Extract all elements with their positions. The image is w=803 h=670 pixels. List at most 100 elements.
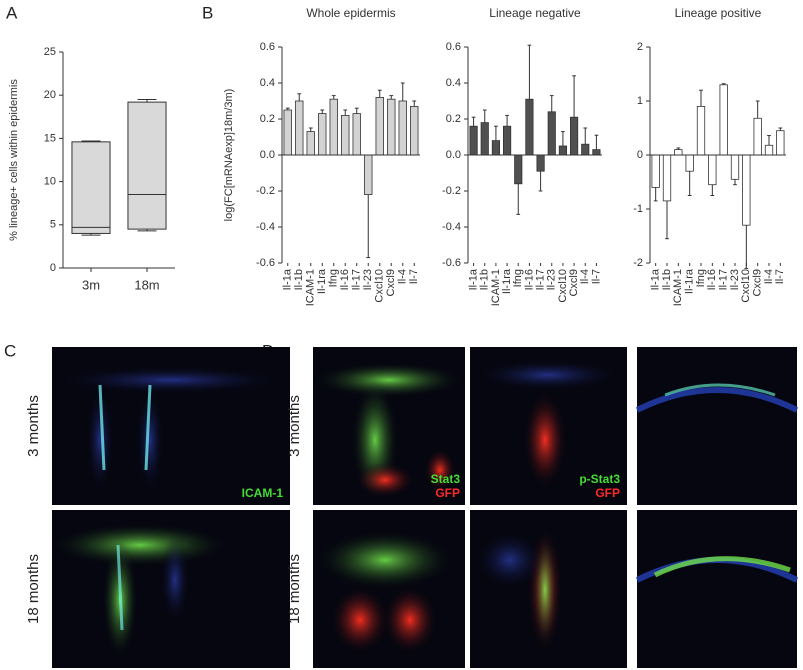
y-tick-label: 1 [637, 95, 643, 107]
bar [708, 154, 717, 186]
tissue [160, 535, 190, 625]
stain-label: Stat3 [431, 472, 461, 486]
bar [674, 149, 683, 156]
x-tick-label: Cxcl9 [385, 269, 397, 297]
bar [581, 143, 590, 156]
bar [295, 100, 304, 156]
y-tick-label: 0 [50, 262, 56, 274]
bar [592, 149, 601, 156]
tissue [315, 530, 455, 590]
y-tick-label: -0.6 [256, 257, 275, 269]
x-tick-label: Il-1b [661, 269, 673, 290]
x-tick-label: Il-17 [534, 269, 546, 290]
bar [547, 111, 556, 156]
x-tick-label: 3m [82, 277, 100, 292]
y-tick-label: 0.4 [260, 77, 275, 89]
x-tick-label: Il-16 [706, 269, 718, 290]
panel-label: A [6, 3, 18, 22]
chart-title: Whole epidermis [306, 6, 395, 20]
y-tick-label: -0.2 [256, 185, 275, 197]
x-tick-label: Il-7 [590, 269, 602, 284]
bar [662, 154, 672, 202]
x-tick-label: Il-4 [397, 269, 409, 284]
bar [558, 145, 568, 156]
y-tick-label: 0.6 [446, 41, 461, 53]
image [637, 510, 797, 668]
chart-title: Lineage positive [675, 6, 762, 20]
x-tick-label: Il-4 [763, 269, 775, 284]
x-tick-label: Il-17 [351, 269, 363, 290]
hair [98, 384, 106, 471]
stain-label: ICAM-1 [242, 486, 284, 500]
x-tick-label: ICAM-1 [672, 269, 684, 306]
stain-label: GFP [435, 486, 460, 500]
x-tick-label: Cxcl10 [740, 269, 752, 303]
x-tick-label: ICAM-1 [490, 269, 502, 306]
row-label: 18 months [286, 554, 303, 624]
y-tick-label: 0.2 [446, 113, 461, 125]
bar [719, 84, 728, 156]
row-label: 3 months [25, 395, 42, 457]
bar [776, 130, 785, 156]
bar [318, 113, 327, 156]
y-tick-label: -0.6 [442, 257, 461, 269]
y-tick-label: 25 [44, 46, 56, 58]
bar [341, 115, 350, 156]
x-tick-label: Il-23 [362, 269, 374, 290]
x-tick-label: Il-4 [579, 269, 591, 284]
y-tick-label: 10 [44, 176, 56, 188]
x-tick-label: Il-17 [718, 269, 730, 290]
x-tick-label: Il-1b [479, 269, 491, 290]
micrograph: ICAM-1 Stat3 GFP p-Stat3 GFP [50, 347, 799, 668]
tissue [313, 362, 465, 398]
y-axis-label: log(FC[mRNAexp]18m/3m) [223, 89, 235, 222]
stain-label: p-Stat3 [579, 472, 620, 486]
tissue [50, 523, 230, 567]
tissue [664, 383, 776, 397]
x-tick-label: Il-1b [293, 269, 305, 290]
bar [753, 117, 762, 156]
y-tick-label: 2 [637, 41, 643, 53]
x-tick-label: Il-7 [774, 269, 786, 284]
box [127, 101, 167, 230]
bar [764, 144, 774, 156]
bar [469, 125, 478, 156]
x-tick-label: Ifng [328, 269, 340, 287]
x-tick-label: Cxcl10 [374, 269, 386, 303]
bar [283, 109, 292, 156]
x-tick-label: Il-23 [546, 269, 558, 290]
tissue [424, 448, 456, 492]
x-tick-label: Ifng [695, 269, 707, 287]
tissue [355, 462, 415, 498]
bar [491, 140, 501, 156]
row-label: 18 months [25, 554, 42, 624]
x-tick-label: Il-16 [339, 269, 351, 290]
y-tick-label: 0.6 [260, 41, 275, 53]
x-tick-label: Il-23 [729, 269, 741, 290]
tissue [382, 585, 438, 655]
y-tick-label: -1 [633, 203, 643, 215]
bar [306, 131, 315, 156]
image [637, 347, 797, 505]
y-tick-label: 20 [44, 89, 56, 101]
tissue [475, 530, 545, 590]
stain-label: GFP [595, 486, 620, 500]
y-tick-label: 0.0 [446, 149, 461, 161]
y-tick-label: 0.2 [260, 113, 275, 125]
y-tick-label: 0 [637, 149, 643, 161]
bar [502, 125, 512, 156]
box [71, 141, 111, 234]
x-tick-label: Il-1ra [501, 268, 513, 294]
bar [696, 106, 706, 156]
tissue [523, 390, 567, 490]
y-tick-label: 5 [50, 219, 56, 231]
tissue [86, 385, 114, 495]
bar [364, 154, 373, 195]
tissue [136, 385, 164, 495]
x-tick-label: Il-1ra [684, 268, 696, 294]
y-tick-label: 0.0 [260, 149, 275, 161]
x-tick-label: Ifng [512, 269, 524, 287]
bar [329, 98, 338, 156]
bar [410, 106, 419, 156]
tissue [653, 556, 791, 578]
